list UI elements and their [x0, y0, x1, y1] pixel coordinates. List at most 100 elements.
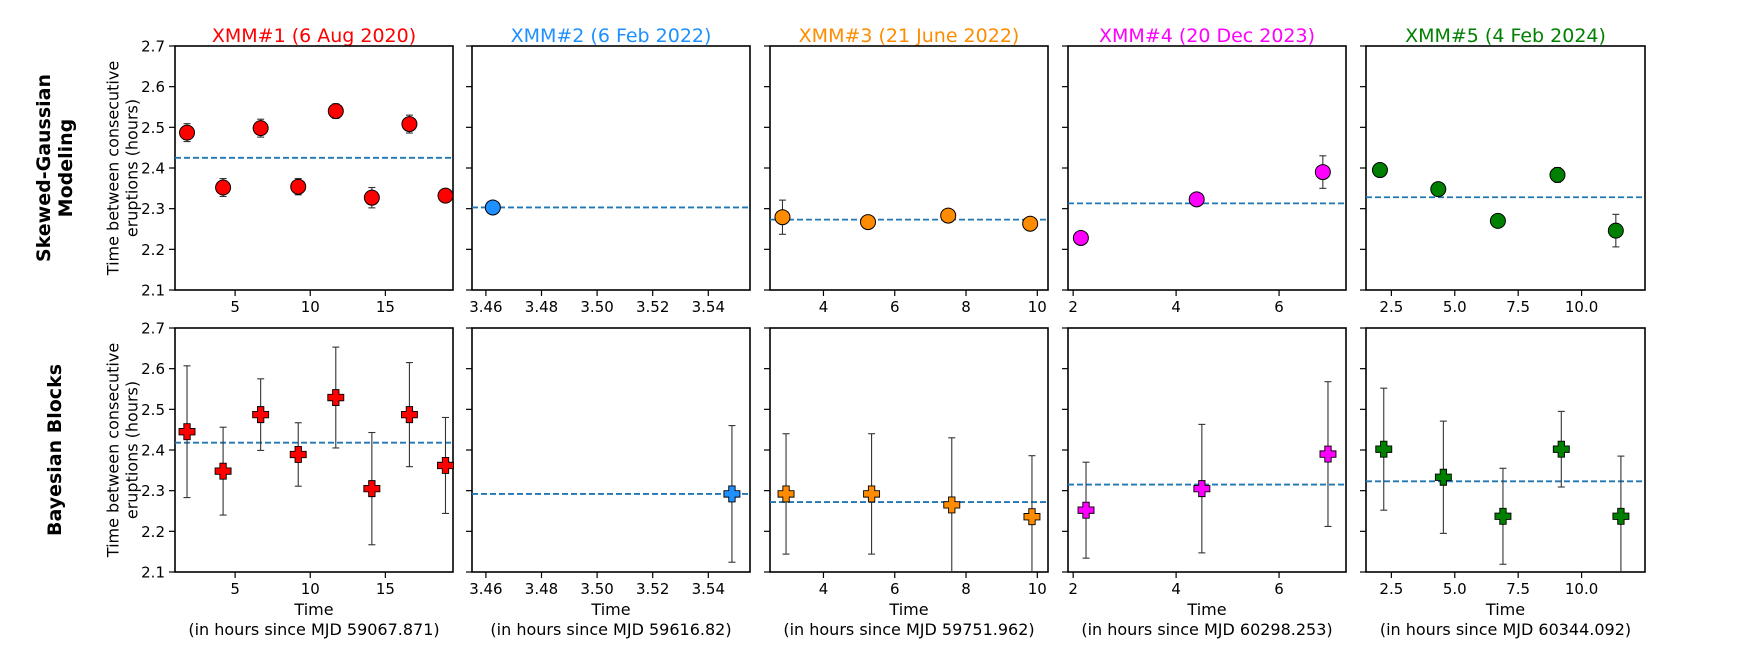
- y-tick-label: 2.1: [141, 564, 165, 582]
- y-tick-label: 2.3: [141, 482, 165, 500]
- x-tick-label: 10: [301, 298, 320, 316]
- panel-1-bayesian: 2.1 2.2 2.3 2.4 2.5 2.6 2.7 5 10 15: [141, 320, 454, 598]
- x-tick-label: 8: [961, 298, 971, 316]
- data-point: [178, 423, 196, 441]
- x-tick-label: 5.0: [1443, 298, 1467, 316]
- data-point: [1077, 501, 1095, 519]
- data-point: [214, 462, 232, 480]
- x-tick-label: 7.5: [1506, 580, 1530, 598]
- panel-title: XMM#5 (4 Feb 2024): [1405, 25, 1606, 47]
- x-tick-label: 15: [376, 298, 395, 316]
- data-point: [1494, 507, 1512, 525]
- data-point: [1022, 215, 1039, 232]
- y-tick-label: 2.6: [141, 78, 165, 96]
- x-tick-label: 4: [819, 580, 829, 598]
- x-tick-label: 6: [1274, 580, 1284, 598]
- x-tick-label: 15: [376, 580, 395, 598]
- y-tick-label: 2.2: [141, 241, 165, 259]
- data-point: [943, 496, 961, 514]
- data-point: [777, 485, 795, 503]
- data-point: [940, 207, 957, 224]
- panel-5-bayesian: 2.5 5.0 7.5 10.0: [1360, 327, 1646, 598]
- x-axis-label: Time: [888, 600, 928, 619]
- x-tick-label: 2: [1068, 580, 1078, 598]
- data-point: [1434, 468, 1452, 486]
- x-tick-label: 5.0: [1443, 580, 1467, 598]
- x-tick-label: 3.46: [469, 580, 502, 598]
- panel-4-skewed: 2 4 6: [1062, 45, 1347, 316]
- data-point: [363, 189, 380, 206]
- x-axis-subtitle: (in hours since MJD 59616.82): [490, 620, 731, 639]
- data-point: [860, 214, 877, 231]
- y-tick-label: 2.3: [141, 200, 165, 218]
- x-tick-label: 2: [1068, 298, 1078, 316]
- y-axis-label: Time between consecutive: [104, 343, 123, 558]
- panel-1-skewed: 2.1 2.2 2.3 2.4 2.5 2.6 2.7 5 10 15: [141, 38, 454, 316]
- panel-title: XMM#1 (6 Aug 2020): [212, 25, 416, 47]
- row-label: Modeling: [55, 119, 77, 218]
- data-point: [401, 116, 418, 133]
- x-axis-subtitle: (in hours since MJD 59067.871): [188, 620, 439, 639]
- y-axis-label: eruptions (hours): [123, 381, 142, 519]
- data-point: [863, 485, 881, 503]
- x-axis-subtitle: (in hours since MJD 59751.962): [783, 620, 1034, 639]
- y-axis-label: eruptions (hours): [123, 99, 142, 237]
- x-tick-label: 7.5: [1506, 298, 1530, 316]
- data-point: [1072, 229, 1089, 246]
- data-point: [252, 406, 270, 424]
- data-point: [1314, 164, 1331, 181]
- data-point: [1375, 440, 1393, 458]
- x-tick-label: 10.0: [1565, 298, 1598, 316]
- y-tick-label: 2.2: [141, 523, 165, 541]
- data-point: [1612, 507, 1630, 525]
- x-tick-label: 2.5: [1379, 580, 1403, 598]
- x-tick-label: 10: [1028, 298, 1047, 316]
- x-tick-label: 3.54: [692, 298, 725, 316]
- x-tick-label: 3.48: [525, 298, 558, 316]
- x-tick-label: 4: [819, 298, 829, 316]
- x-tick-label: 3.48: [525, 580, 558, 598]
- row-label: Bayesian Blocks: [44, 364, 66, 536]
- panel-title: XMM#2 (6 Feb 2022): [511, 25, 712, 47]
- panel-5-skewed: 2.5 5.0 7.5 10.0: [1360, 45, 1646, 316]
- x-tick-label: 3.50: [580, 580, 613, 598]
- x-axis-label: Time: [1186, 600, 1226, 619]
- data-point: [252, 120, 269, 137]
- x-tick-label: 3.52: [636, 580, 669, 598]
- y-tick-label: 2.4: [141, 160, 165, 178]
- data-point: [1552, 440, 1570, 458]
- x-tick-label: 6: [1274, 298, 1284, 316]
- x-tick-label: 8: [961, 580, 971, 598]
- panel-2-skewed: 3.46 3.48 3.50 3.52 3.54: [466, 45, 751, 316]
- data-point: [1549, 166, 1566, 183]
- y-tick-label: 2.6: [141, 360, 165, 378]
- data-point: [723, 485, 741, 503]
- x-tick-label: 4: [1171, 298, 1181, 316]
- y-tick-label: 2.7: [141, 38, 165, 56]
- panel-3-bayesian: 4 6 8 10: [764, 327, 1049, 598]
- data-point: [437, 187, 454, 204]
- x-axis-subtitle: (in hours since MJD 60344.092): [1380, 620, 1631, 639]
- data-point: [1607, 222, 1624, 239]
- panel-title: XMM#3 (21 June 2022): [799, 25, 1020, 47]
- x-tick-label: 10: [301, 580, 320, 598]
- data-point: [1188, 191, 1205, 208]
- data-point: [1023, 508, 1041, 526]
- x-tick-label: 10.0: [1565, 580, 1598, 598]
- x-tick-label: 3.52: [636, 298, 669, 316]
- x-tick-label: 6: [890, 580, 900, 598]
- x-tick-label: 3.50: [580, 298, 613, 316]
- y-tick-label: 2.4: [141, 442, 165, 460]
- x-axis-label: Time: [1485, 600, 1525, 619]
- data-point: [289, 446, 307, 463]
- x-tick-label: 2.5: [1379, 298, 1403, 316]
- chart-layer: Skewed-Gaussian Modeling Time between cons…: [33, 25, 1646, 639]
- data-point: [1193, 480, 1211, 498]
- data-point: [215, 179, 232, 196]
- y-tick-label: 2.7: [141, 320, 165, 338]
- panel-2-bayesian: 3.46 3.48 3.50 3.52 3.54: [466, 327, 751, 598]
- data-point: [484, 199, 501, 216]
- y-axis-label: Time between consecutive: [104, 61, 123, 276]
- y-tick-label: 2.5: [141, 119, 165, 137]
- x-tick-label: 3.54: [692, 580, 725, 598]
